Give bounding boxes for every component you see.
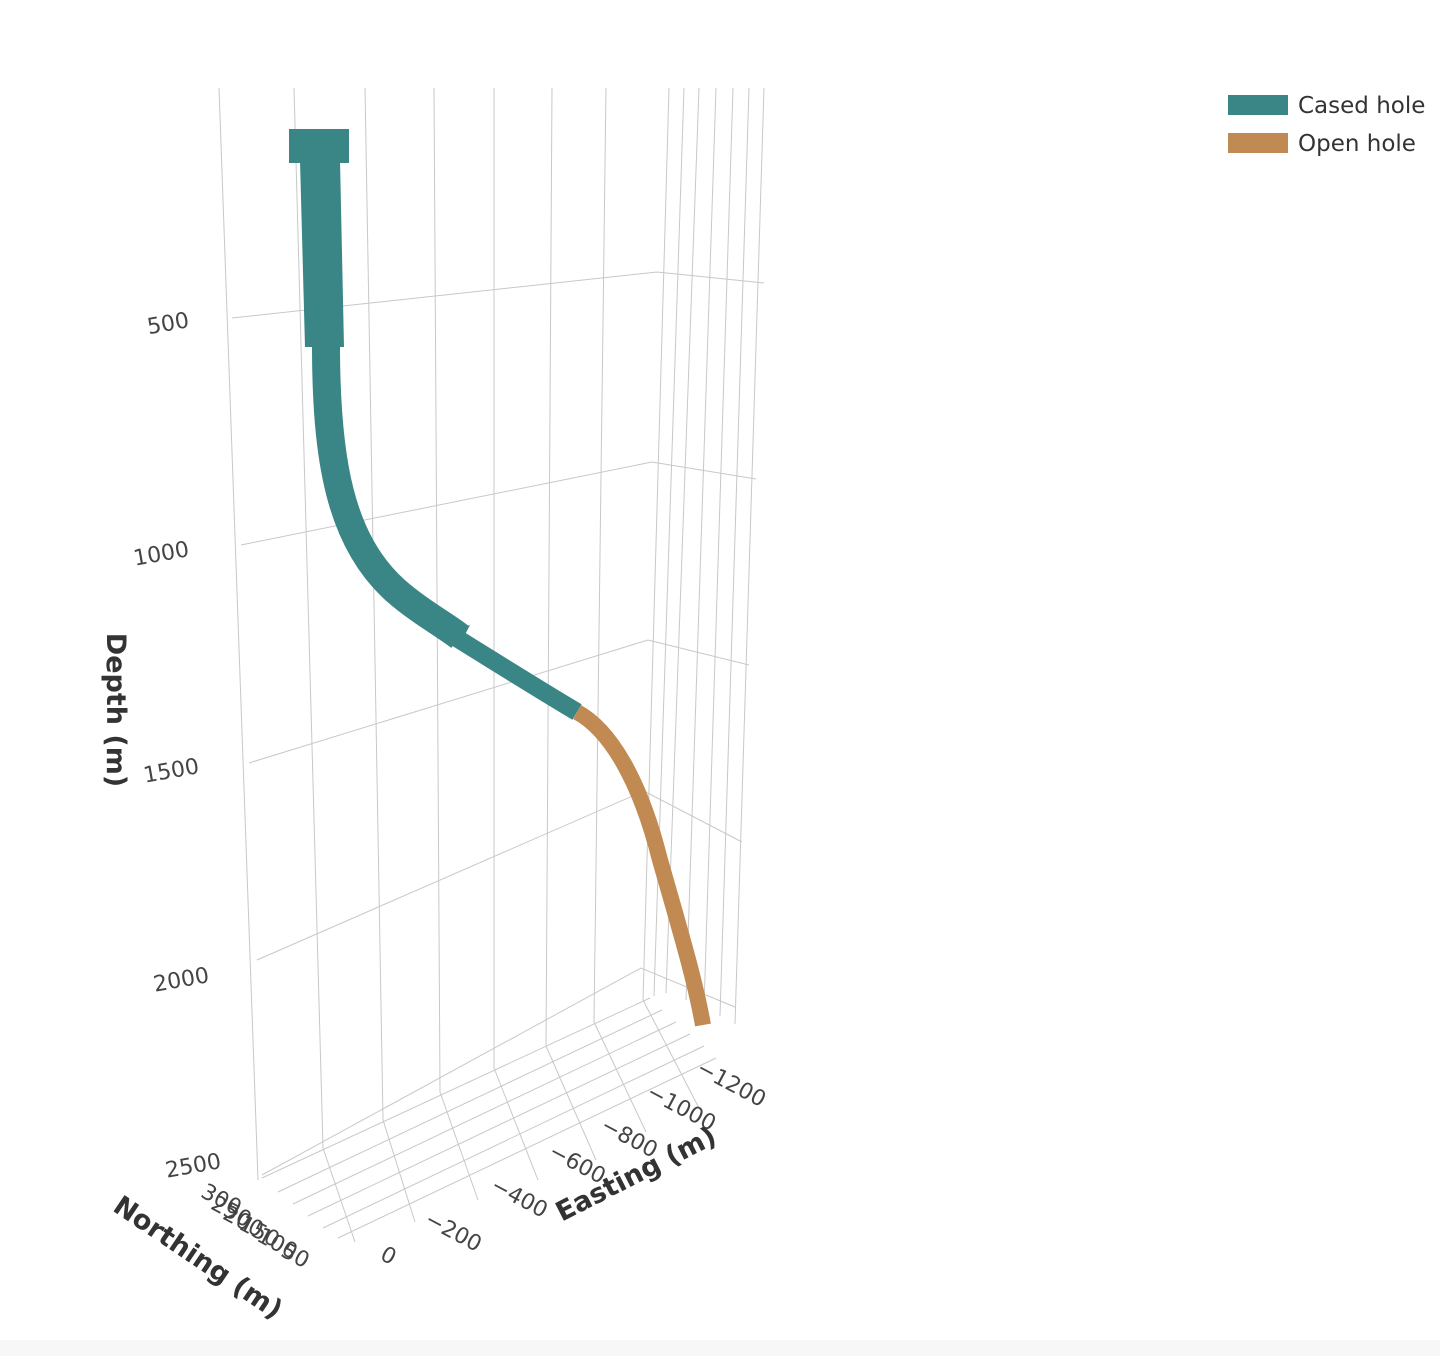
grid-floor-northing — [277, 1009, 663, 1193]
grid-floor-easting — [439, 1091, 479, 1201]
depth-tick-label: 1500 — [142, 754, 201, 788]
legend-item-open-hole[interactable]: Open hole — [1228, 131, 1416, 157]
depth-tick-label: 1000 — [132, 537, 191, 571]
grid-vertical — [703, 87, 734, 1009]
easting-tick-label: −200 — [421, 1207, 486, 1257]
grid-vertical — [364, 87, 384, 1121]
grid-vertical — [685, 87, 717, 1001]
grid-vertical — [642, 87, 670, 1001]
grid-horizontal — [248, 639, 750, 764]
depth-tick-label: 2500 — [164, 1149, 223, 1183]
surface-casing — [300, 160, 344, 347]
production-casing — [450, 629, 582, 720]
grid-floor-easting — [593, 1021, 647, 1133]
grid-vertical — [719, 87, 750, 1017]
legend-swatch-cased-hole — [1228, 95, 1288, 115]
grid-vertical — [545, 87, 553, 1047]
grid-floor-northing — [307, 1033, 691, 1217]
intermediate-casing — [312, 344, 469, 649]
easting-tick-label: −1200 — [692, 1056, 769, 1113]
grid-floor-northing — [337, 1057, 717, 1239]
grid-vertical — [433, 87, 441, 1093]
depth-axis-title: Depth (m) — [100, 633, 131, 787]
grid-horizontal — [231, 271, 765, 319]
grid-floor-easting — [382, 1119, 416, 1223]
northing-axis-title: Northing (m) — [108, 1190, 288, 1326]
easting-tick-label: −400 — [487, 1173, 552, 1223]
grid-floor-northing — [322, 1045, 705, 1229]
legend-item-cased-hole[interactable]: Cased hole — [1228, 93, 1425, 119]
easting-tick-label: 0 — [376, 1242, 400, 1271]
grid-vertical — [293, 87, 324, 1149]
grid-floor-easting — [545, 1045, 597, 1161]
legend-label-open-hole: Open hole — [1298, 131, 1416, 157]
depth-tick-label: 500 — [145, 308, 191, 340]
legend-swatch-open-hole — [1228, 133, 1288, 153]
bottom-strip — [0, 1340, 1440, 1356]
grid-vertical — [218, 87, 259, 1181]
grid-floor-easting — [642, 999, 701, 1111]
grid-horizontal — [240, 461, 757, 546]
grid-vertical — [665, 87, 700, 994]
grid-floor-northing — [292, 1021, 677, 1205]
wellhead-casing — [289, 129, 349, 163]
grid-vertical — [734, 87, 765, 1025]
grid-floor-easting — [322, 1147, 356, 1243]
depth-tick-label: 2000 — [152, 963, 211, 997]
grid-floor-northing — [261, 997, 651, 1179]
well-trajectory — [289, 129, 711, 1027]
legend-label-cased-hole: Cased hole — [1298, 93, 1425, 119]
legend[interactable]: Cased hole Open hole — [1228, 93, 1425, 157]
grid-vertical — [593, 87, 607, 1023]
open-hole-section — [572, 704, 711, 1027]
